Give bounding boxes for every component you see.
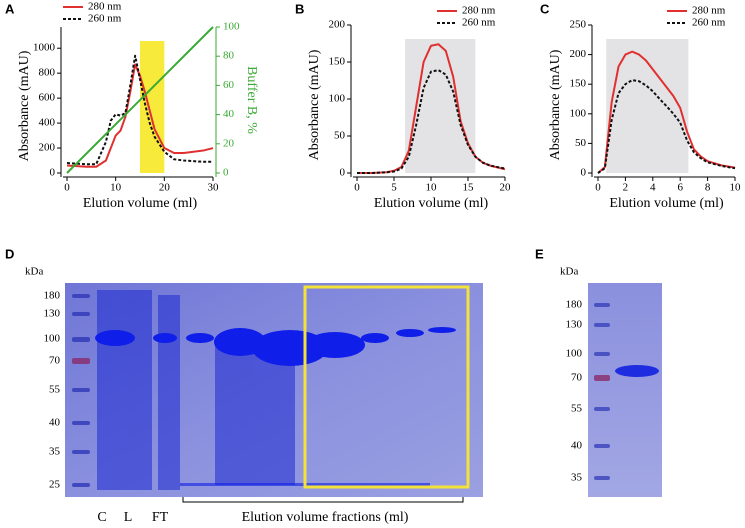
y2-tick-label: 60 — [223, 79, 235, 91]
marker-label: 40 — [571, 440, 583, 452]
x-tick-label: 10 — [426, 182, 438, 194]
marker-label: 25 — [49, 479, 61, 491]
y-tick-label: 1000 — [33, 42, 56, 54]
y-tick-label: 150 — [329, 56, 346, 68]
x-tick-label: 8 — [705, 182, 711, 194]
gel-d — [65, 283, 483, 503]
panel-label: B — [295, 1, 304, 16]
legend-label: 260 nm — [462, 17, 496, 29]
lane-label: C — [97, 510, 106, 525]
y2-tick-label: 20 — [223, 137, 235, 149]
y-axis-title: Absorbance (mAU) — [17, 50, 32, 161]
marker-label: 40 — [49, 417, 61, 429]
y-tick-label: 0 — [340, 167, 346, 179]
gel-image — [588, 283, 662, 497]
marker-label: 70 — [49, 355, 61, 367]
legend-label: 280 nm — [692, 5, 726, 17]
y2-tick-label: 40 — [223, 108, 235, 120]
x-tick-label: 30 — [208, 182, 220, 194]
legend-label: 260 nm — [88, 13, 122, 25]
x-tick-label: 4 — [650, 182, 656, 194]
x-tick-label: 0 — [354, 182, 360, 194]
marker-lane — [72, 294, 90, 487]
y-axis-title: Absorbance (mAU) — [548, 49, 563, 160]
y-tick-label: 50 — [575, 137, 587, 149]
marker-label: 35 — [571, 472, 583, 484]
x-tick-label: 5 — [391, 182, 397, 194]
x-tick-label: 20 — [500, 182, 512, 194]
marker-label: 180 — [44, 290, 61, 302]
y-tick-label: 0 — [50, 167, 56, 179]
x-axis-title: Elution volume (ml) — [83, 196, 198, 211]
x-axis-title: Elution volume (ml) — [374, 196, 489, 211]
lane-label: L — [124, 510, 133, 525]
series-line — [597, 50, 736, 174]
x-axis-title: Elution volume (ml) — [609, 196, 724, 211]
highlight-region — [140, 41, 165, 173]
y-tick-label: 200 — [329, 19, 346, 31]
series-line — [66, 63, 214, 168]
marker-label: 55 — [571, 403, 583, 415]
lane-smears — [97, 290, 295, 490]
y2-tick-label: 0 — [223, 167, 229, 179]
marker-label: 35 — [49, 446, 61, 458]
protein-band — [615, 365, 659, 377]
x-tick-label: 10 — [730, 182, 742, 194]
marker-label: 180 — [566, 299, 583, 311]
y-tick-label: 800 — [39, 67, 56, 79]
lane-label: Elution volume fractions (ml) — [242, 510, 409, 525]
unit-label: kDa — [560, 266, 578, 278]
y-tick-label: 250 — [570, 19, 587, 31]
panel-label: D — [5, 246, 14, 261]
lane-label: FT — [152, 510, 169, 525]
marker-label: 55 — [49, 384, 61, 396]
series-line — [66, 54, 213, 166]
y-axis-title: Absorbance (mAU) — [307, 49, 322, 160]
x-tick-label: 2 — [623, 182, 629, 194]
series-line — [357, 69, 506, 174]
panel-label: C — [540, 1, 550, 16]
y-tick-label: 200 — [39, 142, 56, 154]
x-tick-label: 6 — [677, 182, 683, 194]
y2-tick-label: 100 — [223, 21, 240, 33]
marker-label: 70 — [571, 372, 583, 384]
y-tick-label: 0 — [581, 167, 587, 179]
marker-label: 100 — [566, 348, 583, 360]
y2-tick-label: 80 — [223, 50, 235, 62]
unit-label: kDa — [25, 266, 43, 278]
gel-e — [588, 283, 662, 497]
y-tick-label: 150 — [570, 78, 587, 90]
x-tick-label: 0 — [595, 182, 601, 194]
highlight-box — [303, 285, 470, 489]
y-tick-label: 100 — [570, 107, 587, 119]
y-tick-label: 600 — [39, 92, 56, 104]
marker-lane — [594, 303, 610, 480]
y-tick-label: 200 — [570, 48, 587, 60]
panel-label: E — [535, 246, 544, 261]
marker-label: 130 — [566, 319, 583, 331]
marker-label: 100 — [44, 333, 61, 345]
bracket — [182, 497, 464, 503]
x-tick-label: 15 — [463, 182, 475, 194]
y-tick-label: 50 — [334, 130, 346, 142]
series-line — [597, 79, 736, 174]
series-line — [66, 26, 214, 174]
highlight-region — [606, 39, 689, 173]
legend-label: 280 nm — [462, 5, 496, 17]
legend-label: 280 nm — [88, 1, 122, 13]
panel-label: A — [5, 1, 15, 16]
legend-label: 260 nm — [692, 17, 726, 29]
y-tick-label: 100 — [329, 93, 346, 105]
x-tick-label: 20 — [159, 182, 171, 194]
y2-axis-title: Buffer B, % — [244, 66, 259, 134]
marker-label: 130 — [44, 308, 61, 320]
x-tick-label: 0 — [64, 182, 70, 194]
y-tick-label: 400 — [39, 117, 56, 129]
x-tick-label: 10 — [110, 182, 122, 194]
